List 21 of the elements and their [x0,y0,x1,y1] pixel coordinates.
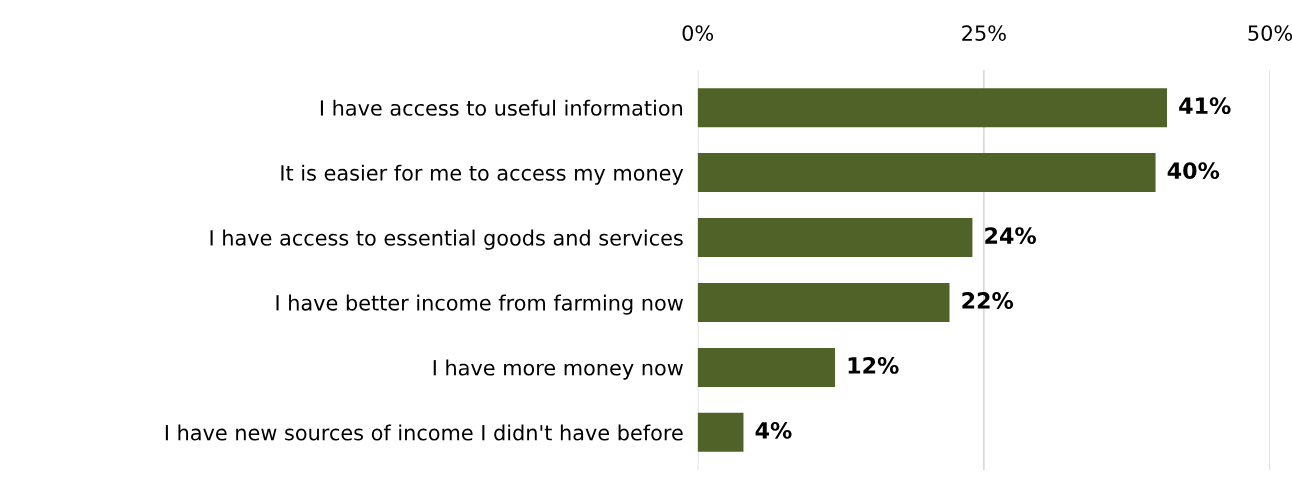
bar [697,347,836,387]
bar [697,282,950,322]
bar [697,218,973,258]
y-tick-label: I have better income from farming now [276,294,683,315]
data-label: 40% [1167,162,1220,180]
data-label: 22% [962,292,1014,309]
bar [697,153,1156,193]
y-tick-label: It is easier for me to access my money [281,164,684,185]
y-tick-label: I have new sources of income I didn't have before [165,424,683,441]
data-label: 24% [985,227,1037,244]
x-tick-label: 50% [1248,25,1292,41]
x-tick-label: 25% [962,25,1006,41]
data-label: 12% [848,357,899,374]
y-tick-label: I have more money now [433,359,683,380]
y-tick-label: I have access to essential goods and services [210,229,683,250]
bar [697,412,744,452]
x-tick-label: 0% [682,25,714,41]
bar [697,88,1168,128]
y-tick-label: I have access to useful information [320,99,683,116]
data-label: 41% [1179,97,1231,115]
data-label: 4% [755,421,792,439]
